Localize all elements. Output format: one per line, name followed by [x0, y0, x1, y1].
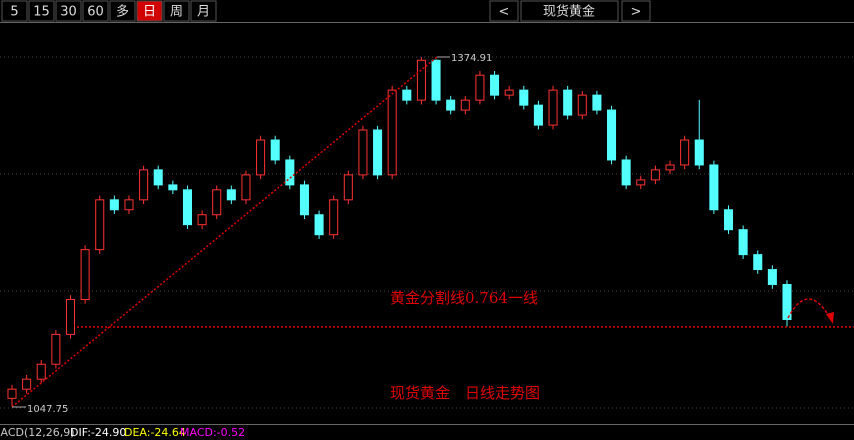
next-button[interactable]	[621, 0, 651, 22]
indicator-name: MACD(12,26,9)	[0, 426, 75, 439]
candle-body	[475, 74, 485, 101]
candle-body	[650, 169, 660, 181]
candle-body	[51, 333, 61, 365]
trend-line	[11, 56, 438, 408]
candle-body	[416, 59, 426, 101]
candle-body	[197, 214, 207, 226]
candle-body	[694, 139, 704, 166]
candle-body	[168, 184, 178, 191]
indicator-macd: MACD:-0.52	[180, 426, 245, 439]
candle-body	[402, 89, 412, 101]
period-button[interactable]	[136, 0, 163, 22]
period-button[interactable]	[1, 0, 28, 22]
prev-label: <	[499, 5, 510, 20]
candle-body	[299, 184, 309, 216]
candle-body	[709, 164, 719, 211]
candle-body	[723, 209, 734, 231]
period-button[interactable]	[55, 0, 82, 22]
candle-body	[241, 174, 251, 201]
period-label: 5	[10, 5, 18, 20]
candle-body	[182, 189, 192, 226]
annotation: 黄金分割线0.764一线	[390, 289, 538, 307]
candle-body	[782, 283, 792, 320]
next-label: >	[631, 5, 642, 20]
candle-body	[285, 159, 295, 186]
candle-body	[636, 179, 646, 186]
period-label: 15	[33, 5, 50, 20]
grid	[0, 56, 854, 409]
period-label: 周	[170, 5, 183, 20]
candle-body	[577, 94, 587, 116]
indicator-dif: DIF:-24.90	[70, 426, 126, 439]
candle-body	[767, 269, 777, 285]
candle-body	[65, 299, 76, 335]
candle-body	[212, 189, 222, 216]
candle-body	[124, 199, 134, 211]
period-button[interactable]	[28, 0, 55, 22]
candle-body	[80, 249, 90, 301]
candle-body	[22, 378, 32, 390]
candle-body	[738, 229, 748, 256]
period-button[interactable]	[190, 0, 217, 22]
candle-body	[36, 363, 46, 380]
symbol-label: 现货黄金	[543, 4, 595, 20]
candle-body	[592, 94, 602, 111]
prev-button[interactable]	[489, 0, 519, 22]
annotation: 现货黄金 日线走势图	[390, 384, 540, 402]
candle-body	[460, 99, 470, 111]
candle-body	[519, 89, 529, 106]
period-label: 月	[197, 5, 210, 20]
period-label: 30	[60, 5, 77, 20]
period-label: 日	[143, 5, 156, 20]
candle-body	[680, 139, 690, 166]
candle-body	[533, 104, 543, 126]
candle-body	[621, 159, 631, 186]
period-label: 60	[87, 5, 104, 20]
arrow	[787, 298, 831, 319]
candle-body	[7, 388, 17, 399]
period-button[interactable]	[109, 0, 136, 22]
candle-body	[256, 139, 266, 176]
arrow-head	[826, 312, 834, 324]
candles	[7, 57, 792, 407]
candle-body	[343, 174, 353, 201]
candle-body	[139, 169, 149, 201]
candle-body	[753, 254, 763, 271]
candle-body	[329, 199, 339, 236]
candle-body	[665, 164, 675, 171]
period-button[interactable]	[82, 0, 109, 22]
candle-body	[607, 109, 617, 161]
candle-body	[95, 199, 105, 251]
toolbar: 5 15 30 60 多日周月	[1, 0, 217, 22]
candle-body	[504, 89, 514, 96]
candle-body	[387, 89, 397, 176]
candle-body	[109, 199, 119, 211]
candle-body	[153, 169, 163, 186]
period-button[interactable]	[163, 0, 190, 22]
candle-body	[446, 99, 456, 111]
candle-body	[314, 214, 324, 236]
candle-body	[490, 74, 500, 96]
candle-body	[548, 89, 558, 126]
indicator-dea: DEA:-24.64	[124, 426, 186, 439]
high-label: 1374.91	[451, 53, 492, 64]
period-label: 多	[116, 4, 129, 20]
candle-body	[270, 139, 280, 161]
candle-body	[373, 129, 383, 176]
low-label: 1047.75	[27, 404, 68, 415]
candle-body	[563, 89, 573, 116]
symbol-button[interactable]	[520, 0, 619, 22]
candle-body	[226, 189, 236, 201]
candle-body	[358, 129, 368, 176]
candle-body	[431, 59, 441, 101]
